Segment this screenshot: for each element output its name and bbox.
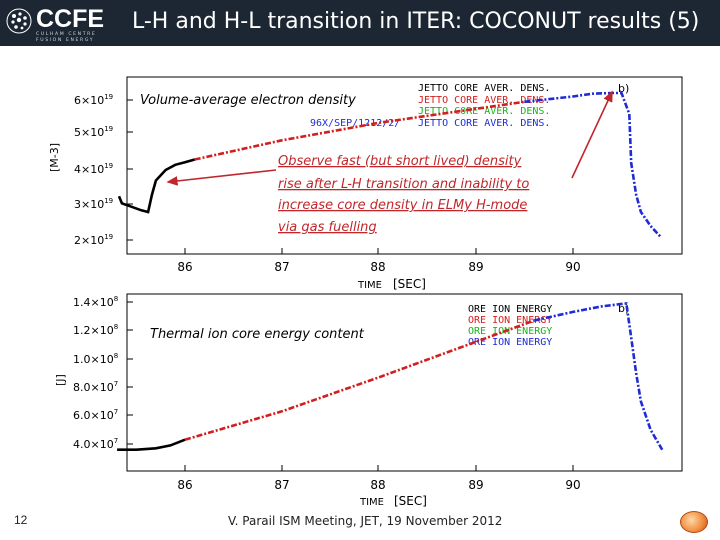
annotation-line: increase core density in ELMy H-mode — [278, 198, 527, 213]
top-legend-entry: JETTO CORE AVER. DENS. — [418, 83, 550, 94]
bottom-legend-entry: ORE ION ENERGY — [468, 315, 552, 326]
bottom-x-axis-unit: [SEC] — [394, 494, 427, 508]
top-ytick-label: 5×1019 — [74, 125, 113, 139]
logo-text: CCFE — [36, 5, 105, 33]
bottom-legend-entry: ORE ION ENERGY — [468, 304, 552, 315]
top-y-ticks: 6×1019 5×1019 4×1019 3×1019 2×1019 — [74, 93, 113, 247]
top-tick-marks — [127, 99, 574, 254]
top-xtick-label: 87 — [274, 260, 289, 274]
bottom-x-axis-label: TIME — [359, 497, 384, 508]
annotation-arrow-right — [571, 90, 613, 179]
top-legend: JETTO CORE AVER. DENS. JETTO CORE AVER. … — [310, 83, 550, 129]
top-ytick-label: 2×1019 — [74, 233, 113, 247]
logo-subtitle-2: FUSION ENERGY — [36, 38, 95, 43]
bottom-ytick-label: 1.0×108 — [73, 352, 118, 366]
top-xtick-label: 89 — [468, 260, 483, 274]
top-x-axis-unit: [SEC] — [393, 277, 426, 291]
top-series-group — [117, 91, 662, 238]
bottom-plot-frame — [126, 293, 683, 472]
bottom-ytick-label: 6.0×107 — [73, 408, 118, 422]
bottom-legend-entry: ORE ION ENERGY — [468, 326, 552, 337]
bottom-xtick-label: 87 — [274, 478, 289, 492]
top-x-axis-label: TIME — [357, 280, 382, 291]
bottom-xtick-label: 89 — [468, 478, 483, 492]
bottom-series-line-1 — [184, 319, 535, 441]
top-legend-entry: JETTO CORE AVER. DENS. — [418, 106, 550, 117]
top-legend-entry: JETTO CORE AVER. DENS. — [418, 95, 550, 106]
top-ytick-label: 6×1019 — [74, 93, 113, 107]
logo-subtitle-1: CULHAM CENTRE — [36, 32, 97, 37]
top-series-line-1 — [194, 100, 525, 161]
top-series-line-0 — [117, 158, 196, 214]
ccfe-logo-mark-icon — [6, 8, 32, 34]
top-xtick-label: 86 — [177, 260, 192, 274]
bottom-xtick-label: 90 — [565, 478, 580, 492]
top-ytick-label: 3×1019 — [74, 197, 113, 211]
bottom-legend-entry: ORE ION ENERGY — [468, 337, 552, 348]
bottom-ytick-label: 1.4×108 — [73, 295, 118, 309]
bottom-panel-label: b) — [618, 302, 629, 315]
top-legend-prefix: 96X/SEP/1212/2/ — [310, 118, 400, 129]
bottom-legend: ORE ION ENERGY ORE ION ENERGY ORE ION EN… — [468, 304, 552, 348]
bottom-xtick-label: 86 — [177, 478, 192, 492]
top-legend-entry: JETTO CORE AVER. DENS. — [418, 118, 550, 129]
bottom-tick-marks — [127, 301, 574, 471]
ccfe-logo: CCFE CULHAM CENTRE FUSION ENERGY — [6, 5, 124, 43]
iter-logo-icon — [680, 511, 708, 533]
annotation-arrow-left — [166, 169, 277, 186]
top-xtick-label: 88 — [370, 260, 385, 274]
bottom-caption: Thermal ion core energy content — [150, 327, 365, 342]
top-panel-label: b) — [618, 82, 629, 95]
top-chart: 6×1019 5×1019 4×1019 3×1019 2×1019 [M-3]… — [48, 76, 683, 291]
annotation-line: Observe fast (but short lived) density — [278, 154, 522, 169]
bottom-series-line-2 — [533, 301, 664, 451]
top-x-ticks: 86 87 88 89 90 — [177, 260, 580, 274]
bottom-x-ticks: 86 87 88 89 90 — [177, 478, 580, 492]
top-xtick-label: 90 — [565, 260, 580, 274]
bottom-series-line-0 — [117, 438, 186, 452]
density-annotation: Observe fast (but short lived) density r… — [278, 154, 529, 235]
bottom-y-ticks: 1.4×108 1.2×108 1.0×108 8.0×107 6.0×107 … — [73, 295, 118, 451]
top-caption: Volume-average electron density — [140, 93, 356, 108]
bottom-xtick-label: 88 — [370, 478, 385, 492]
top-series-line-2 — [524, 91, 662, 238]
bottom-chart: 1.4×108 1.2×108 1.0×108 8.0×107 6.0×107 … — [54, 293, 683, 508]
bottom-ytick-label: 4.0×107 — [73, 437, 118, 451]
footer-text: V. Parail ISM Meeting, JET, 19 November … — [228, 514, 503, 528]
annotation-line: rise after L-H transition and inability … — [278, 177, 529, 192]
bottom-y-axis-label: [J] — [54, 374, 67, 386]
slide-header: CCFE CULHAM CENTRE FUSION ENERGY L-H and… — [0, 0, 720, 46]
top-y-axis-label: [M-3] — [48, 143, 61, 172]
top-plot-frame — [126, 76, 683, 255]
slide-title: L-H and H-L transition in ITER: COCONUT … — [132, 9, 700, 34]
top-ytick-label: 4×1019 — [74, 162, 113, 176]
bottom-ytick-label: 8.0×107 — [73, 380, 118, 394]
bottom-series-group — [117, 301, 664, 452]
page-number: 12 — [14, 513, 28, 527]
bottom-ytick-label: 1.2×108 — [73, 323, 118, 337]
annotation-line: via gas fuelling — [278, 220, 377, 235]
